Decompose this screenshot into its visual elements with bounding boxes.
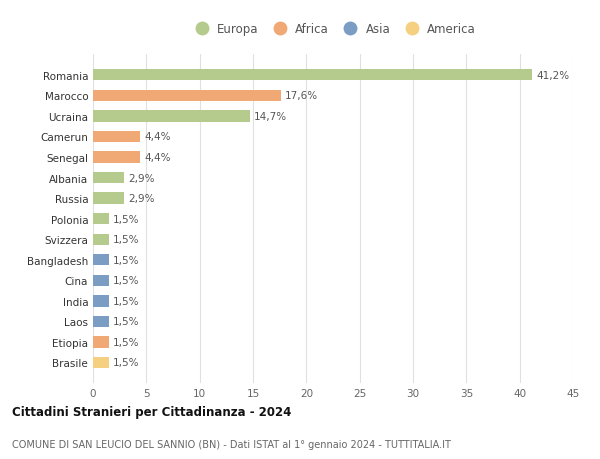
Bar [93,193,124,204]
Text: 1,5%: 1,5% [113,214,140,224]
Bar [93,152,140,163]
Bar [93,213,109,225]
Bar [93,296,109,307]
Bar [93,316,109,327]
Text: 4,4%: 4,4% [144,153,171,162]
Bar [93,255,109,266]
Text: 1,5%: 1,5% [113,296,140,306]
Bar [93,90,281,102]
Legend: Europa, Africa, Asia, America: Europa, Africa, Asia, America [190,23,476,36]
Bar [93,173,124,184]
Text: 1,5%: 1,5% [113,317,140,327]
Text: 1,5%: 1,5% [113,337,140,347]
Text: 2,9%: 2,9% [128,194,155,204]
Bar [93,234,109,245]
Bar [93,275,109,286]
Text: 1,5%: 1,5% [113,255,140,265]
Bar [93,132,140,143]
Text: 17,6%: 17,6% [285,91,318,101]
Bar [93,70,532,81]
Text: Cittadini Stranieri per Cittadinanza - 2024: Cittadini Stranieri per Cittadinanza - 2… [12,405,292,419]
Text: 41,2%: 41,2% [537,71,570,81]
Bar [93,336,109,348]
Text: 2,9%: 2,9% [128,173,155,183]
Bar [93,357,109,368]
Text: 1,5%: 1,5% [113,235,140,245]
Text: 4,4%: 4,4% [144,132,171,142]
Text: 1,5%: 1,5% [113,358,140,368]
Bar [93,111,250,122]
Text: COMUNE DI SAN LEUCIO DEL SANNIO (BN) - Dati ISTAT al 1° gennaio 2024 - TUTTITALI: COMUNE DI SAN LEUCIO DEL SANNIO (BN) - D… [12,440,451,449]
Text: 1,5%: 1,5% [113,276,140,285]
Text: 14,7%: 14,7% [254,112,287,122]
